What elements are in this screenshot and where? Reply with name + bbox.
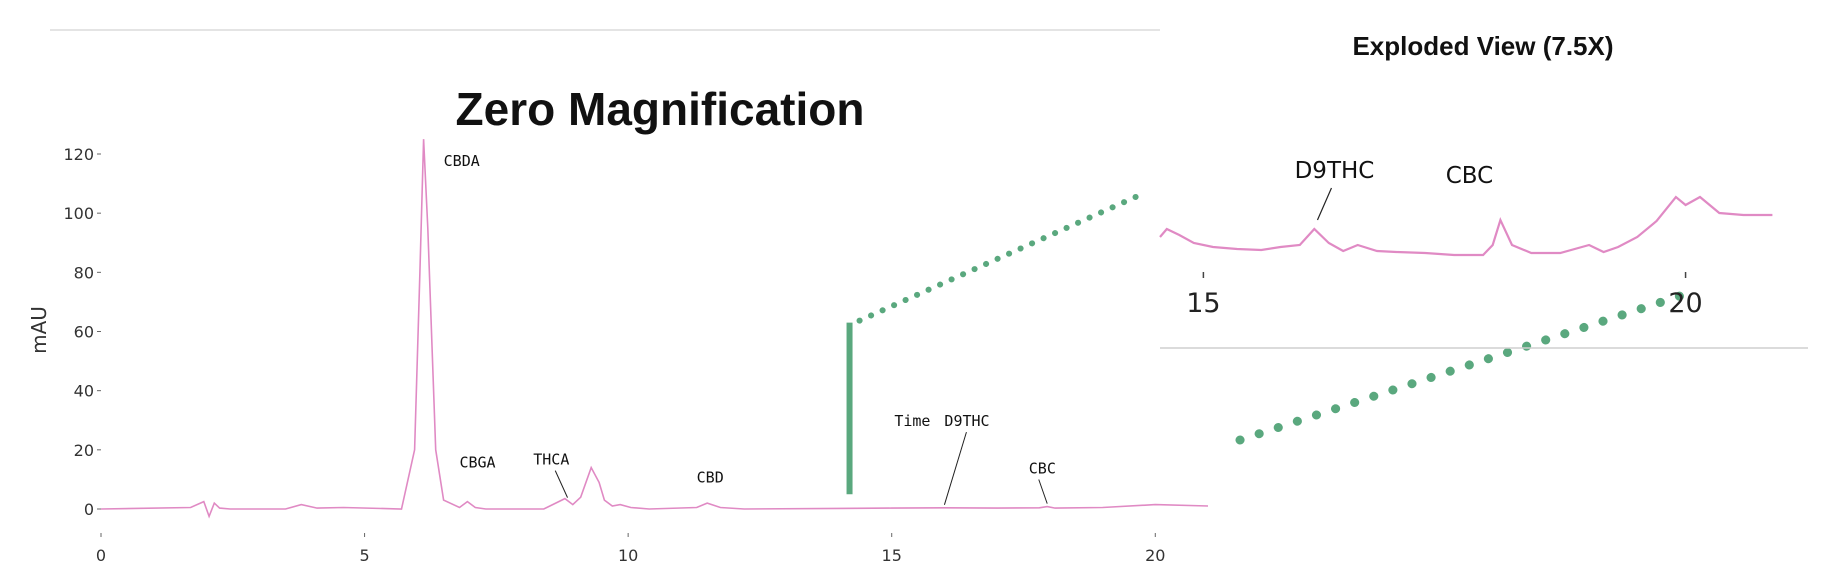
y-tick-label: 0 [84,500,94,519]
x-tick-label: 20 [1145,546,1165,565]
main-title: Zero Magnification [456,83,865,135]
y-tick-label: 80 [74,263,94,282]
peak-label-cbd: CBD [697,468,724,486]
inset-x-axis-ticks: 15 20 [1186,272,1703,319]
inset-title: Exploded View (7.5X) [1352,31,1613,61]
inset-x-tick-label: 15 [1186,288,1220,319]
chromatogram-series-line [100,139,1209,519]
y-tick-label: 100 [63,204,94,223]
zoom-connector-upper [856,192,1143,324]
peak-label-cbc: CBC [1029,460,1056,478]
peak-label-cbda: CBDA [444,152,480,170]
x-tick-label: 5 [359,546,369,565]
inset-leader-line [1316,187,1333,221]
inset-peak-label-cbc: CBC [1446,163,1494,189]
y-tick-label: 20 [74,441,94,460]
leader-line [554,470,568,498]
inset-peak-label-d9thc: D9THC [1295,158,1375,184]
peak-label-d9thc: D9THC [944,412,989,430]
leader-line [943,432,967,505]
peak-label-thca: THCA [533,451,569,469]
y-tick-label: 120 [63,145,94,164]
y-tick-label: 60 [74,323,94,342]
zoom-connector-lower [1235,291,1685,445]
inset-peak-annotations: D9THC CBC [1295,158,1494,221]
y-tick-label: 40 [74,382,94,401]
x-tick-label: 15 [882,546,902,565]
y-axis-ticks: 0 20 40 60 80 100 120 [63,145,101,519]
x-tick-label: 10 [618,546,638,565]
exploded-series-line [1159,195,1773,257]
x-tick-label: 0 [96,546,106,565]
y-axis-label: mAU [27,306,51,354]
x-axis-ticks: 0 5 10 15 20 [96,533,1165,565]
peak-annotations: CBDA CBGA THCA CBD Time D9THC CBC [444,152,1056,505]
inset-x-tick-label: 20 [1668,288,1702,319]
peak-label-cbga: CBGA [459,454,495,472]
leader-line [1038,479,1048,504]
exploded-view-chart: Exploded View (7.5X) 15 20 D9THC CBC [1159,31,1808,349]
peak-label-time: Time [894,412,930,430]
